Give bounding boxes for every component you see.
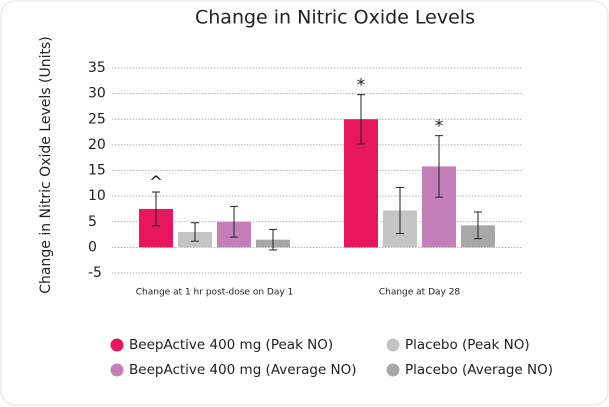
legend-swatch xyxy=(110,338,124,352)
y-tick-label: 25 xyxy=(88,111,106,127)
x-tick-label: Change at 1 hr post-dose on Day 1 xyxy=(136,288,294,298)
y-tick-label: 30 xyxy=(88,86,106,102)
chart-title: Change in Nitric Oxide Levels xyxy=(195,7,475,29)
y-tick-label: -5 xyxy=(88,265,102,281)
legend-swatch xyxy=(386,338,400,352)
legend-label: Placebo (Average NO) xyxy=(405,362,553,378)
annotation: * xyxy=(357,76,366,96)
y-tick-label: 20 xyxy=(88,137,106,153)
legend-label: Placebo (Peak NO) xyxy=(405,337,530,353)
y-tick-label: 35 xyxy=(88,60,106,76)
y-tick-label: 10 xyxy=(88,188,106,204)
y-tick-label: 0 xyxy=(88,239,97,255)
x-tick-label: Change at Day 28 xyxy=(379,288,461,298)
y-tick-label: 15 xyxy=(88,163,106,179)
legend-swatch xyxy=(386,363,400,377)
legend-swatch xyxy=(110,363,124,377)
annotation: * xyxy=(435,117,444,137)
legend-label: BeepActive 400 mg (Peak NO) xyxy=(129,337,333,353)
y-tick-label: 5 xyxy=(88,214,97,230)
annotation: ^ xyxy=(149,173,163,193)
y-axis-label: Change in Nitric Oxide Levels (Units) xyxy=(38,36,54,293)
legend-label: BeepActive 400 mg (Average NO) xyxy=(129,362,357,378)
